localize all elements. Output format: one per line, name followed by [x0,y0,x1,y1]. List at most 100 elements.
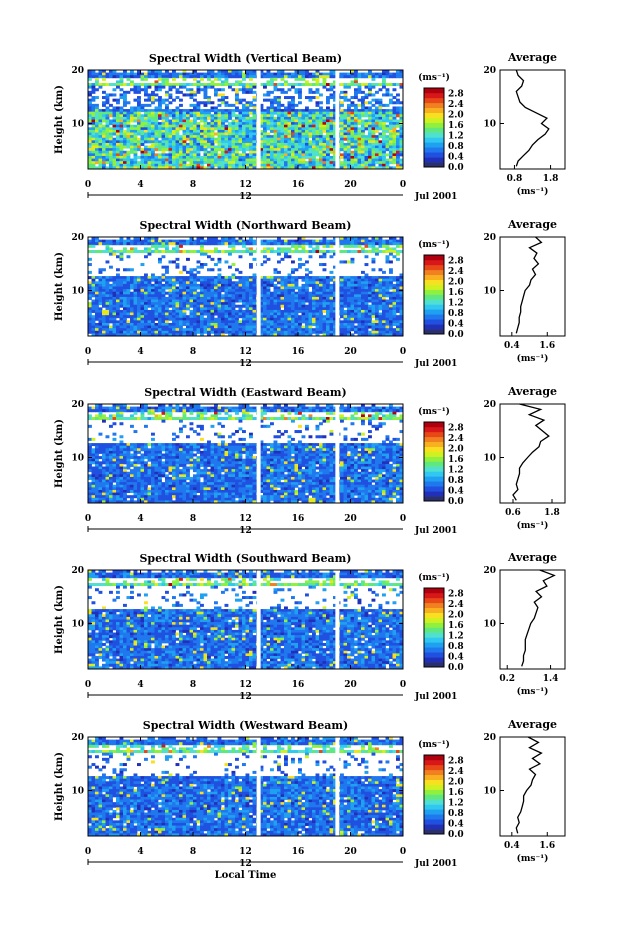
panel-2-cell [120,297,124,300]
panel-2-cell [382,300,386,303]
panel-1-cell [298,127,302,130]
panel-2-cell [106,279,110,282]
panel-2-cell [172,294,176,297]
panel-1-cell [120,161,124,164]
panel-2-cell [200,245,204,248]
panel-1-cell [309,73,313,76]
panel-2-cell [330,323,334,326]
panel-1-cell [123,143,127,146]
panel-1-cell [270,143,274,146]
panel-1-cell [204,153,208,156]
panel-2-cell [211,281,215,284]
panel-2-cell [354,276,358,279]
panel-2-cell [253,318,257,321]
panel-2-cell [232,315,236,318]
panel-2-cell [277,323,281,326]
panel-1-cell [134,114,138,117]
panel-2-cell [270,250,274,253]
panel-2-cell [267,318,271,321]
panel-2-cell [274,284,278,287]
panel-2-cell [375,294,379,297]
panel-2-cell [235,323,239,326]
panel-2-cell [193,305,197,308]
panel-1-cell [365,143,369,146]
panel-1-cell [302,73,306,76]
panel-1-cell [389,159,393,162]
panel-2-cell [393,307,397,310]
panel-1-cell [197,135,201,138]
panel-1-cell [186,156,190,159]
panel-1-cell [246,161,250,164]
panel-1-cell [183,114,187,117]
panel-2-cell [316,313,320,316]
panel-1-cell [137,104,141,107]
panel-1-cell [165,109,169,112]
panel-1-cell [123,112,127,115]
panel-2-cell [109,310,113,313]
panel-2-cell [172,276,176,279]
panel-1-cell [288,125,292,128]
panel-1-cell [228,73,232,76]
panel-1-cell [344,135,348,138]
panel-1-cell [186,133,190,136]
panel-2-cell [312,310,316,313]
panel-1-cell [102,153,106,156]
panel-1-cell [274,86,278,89]
panel-2-cell [137,310,141,313]
panel-2-cell [246,289,250,292]
panel-2-cell [323,310,327,313]
panel-1-cell [344,153,348,156]
panel-1-cell [218,140,222,143]
panel-2-cell [183,310,187,313]
panel-1-cell [340,96,344,99]
panel-2-cell [393,247,397,250]
panel-2-cell [263,247,267,250]
panel-1-cell [130,106,134,109]
panel-1-cell [281,125,285,128]
panel-2-cell [197,260,201,263]
panel-1-cell [351,125,355,128]
panel-2-cell [274,276,278,279]
panel-2-cell [148,247,152,250]
panel-2-cell [158,307,162,310]
panel-1-cell [123,99,127,102]
panel-1-cell [225,138,229,141]
panel-2-cell [186,307,190,310]
panel-1-cell [323,159,327,162]
panel-1-cell [379,73,383,76]
panel-1-cell [375,83,379,86]
panel-2-cell [305,305,309,308]
panel-2-cell [309,310,313,313]
panel-1-cell [309,146,313,149]
panel-1-cell [330,164,334,167]
panel-2-cell [207,323,211,326]
panel-2-cell [193,318,197,321]
panel-1-colorbar-swatch [424,157,444,162]
panel-1-cell [186,146,190,149]
panel-1-cell [372,93,376,96]
panel-1-cell [151,96,155,99]
panel-1-cell [123,93,127,96]
panel-1-cell [358,159,362,162]
panel-1-cell [358,73,362,76]
panel-1-cell [319,75,323,78]
panel-1-cell [386,117,390,120]
panel-1-cell [204,133,208,136]
panel-1-cell [253,86,257,89]
panel-1-cell [120,148,124,151]
panel-1-cell [141,114,145,117]
panel-1-cell [190,127,194,130]
panel-2-cell [116,305,120,308]
panel-1-cell [130,159,134,162]
panel-2-cell [92,318,96,321]
panel-1-cell [305,120,309,123]
panel-2-cell [158,287,162,290]
panel-1-cell [155,106,159,109]
panel-1-cell [102,101,106,104]
panel-1-cell [137,86,141,89]
panel-1-cell [130,140,134,143]
panel-2-cell [176,313,180,316]
panel-2-cell [235,287,239,290]
panel-2-cell [386,292,390,295]
panel-2-cell [120,300,124,303]
